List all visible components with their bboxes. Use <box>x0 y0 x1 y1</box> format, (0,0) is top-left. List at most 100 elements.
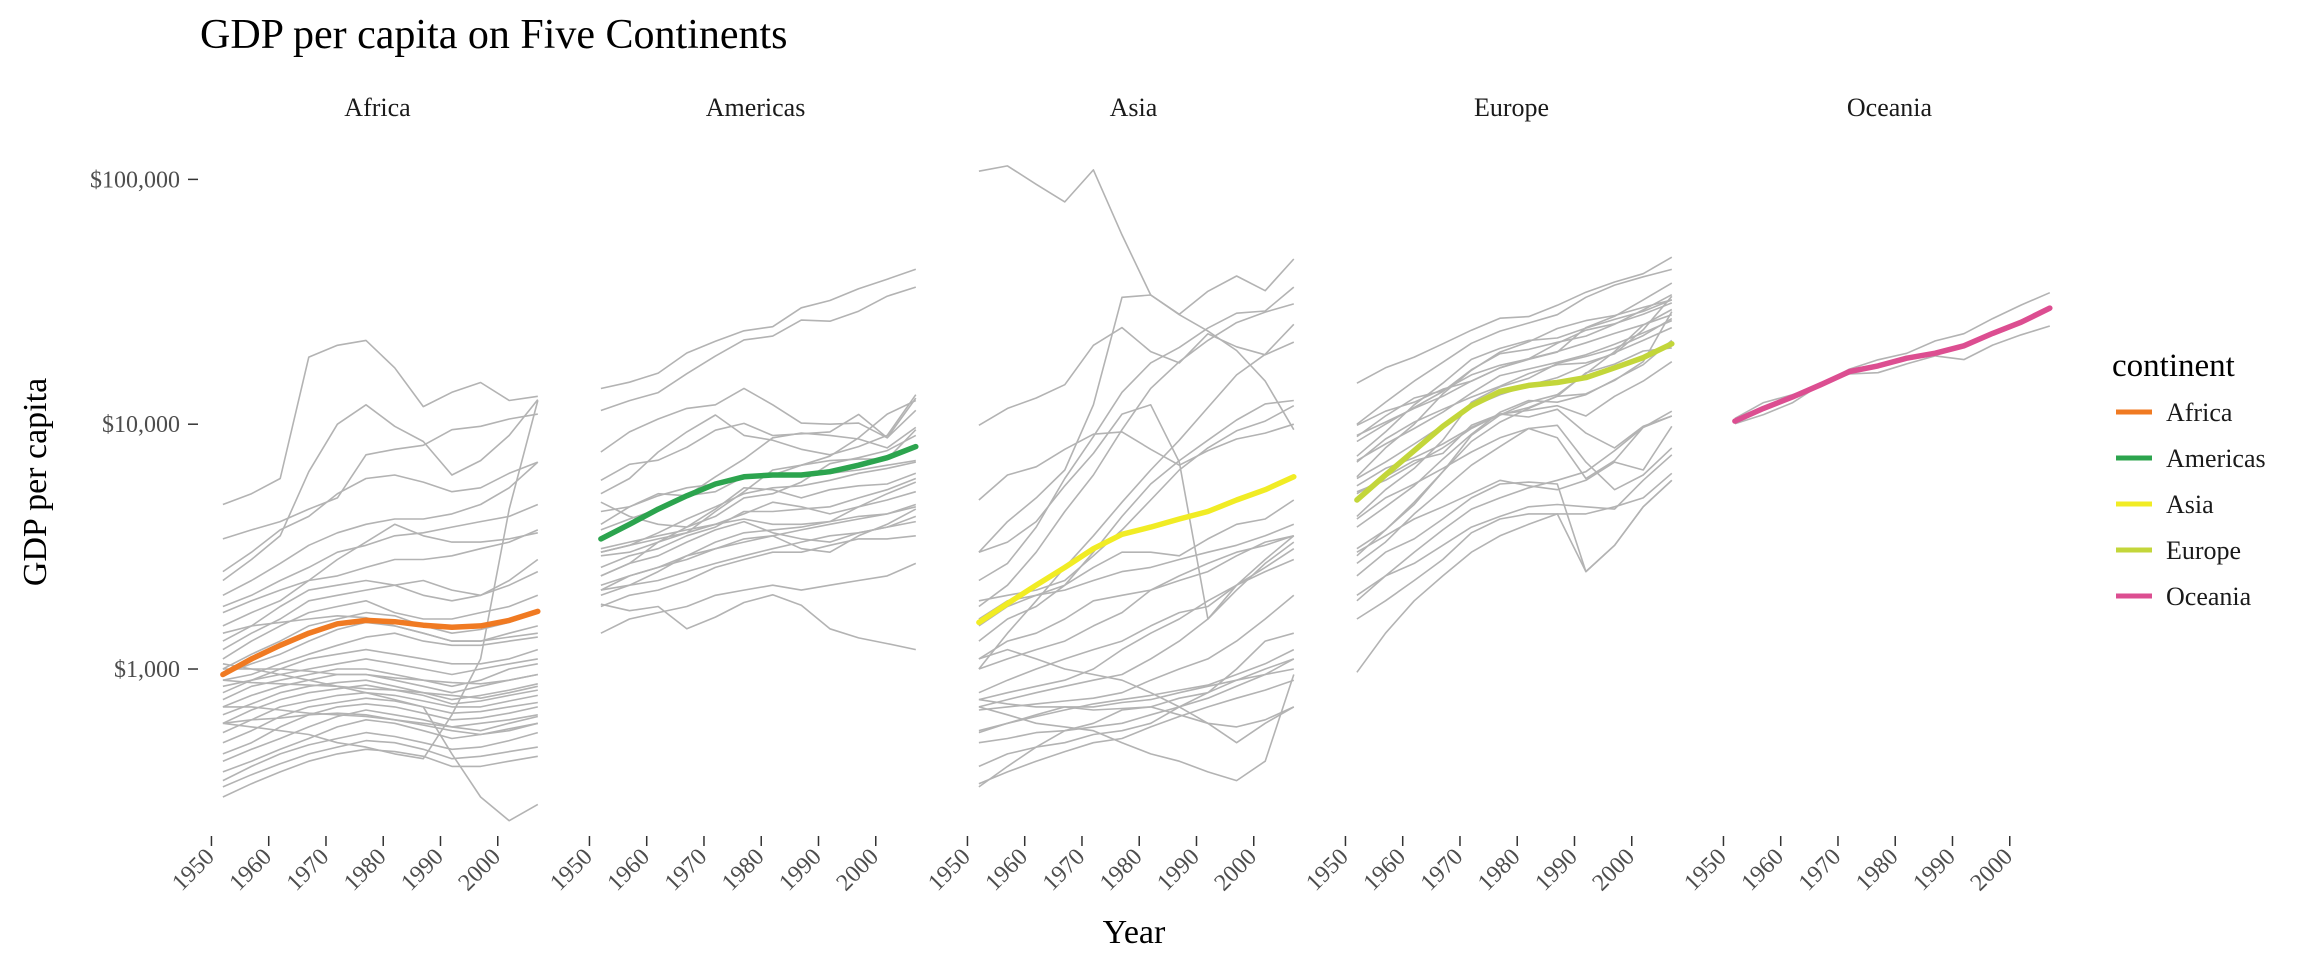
country-line <box>978 423 1295 501</box>
x-tick-label: 1950 <box>1679 844 1731 896</box>
x-axis-label: Year <box>1103 914 1166 951</box>
x-tick-label: 1980 <box>717 844 769 896</box>
x-tick-label: 2000 <box>454 844 506 896</box>
country-line <box>222 739 538 788</box>
facet-europe: Europe 1950 1960 1970 1980 1990 2000 <box>1301 93 1675 896</box>
country-line <box>1356 472 1673 620</box>
country-line <box>1356 313 1673 437</box>
country-line <box>1356 308 1673 487</box>
facet-africa: Africa 1950 1960 1970 1980 1990 2000 <box>167 93 541 896</box>
x-tick-label: 2000 <box>832 844 884 896</box>
facet-americas: Americas 1950 1960 1970 1980 1990 2000 <box>545 93 919 896</box>
country-line <box>1356 479 1673 577</box>
country-line <box>222 523 538 627</box>
country-line <box>600 535 916 608</box>
facet-strip-label: Oceania <box>1847 93 1933 122</box>
country-line <box>1356 256 1673 384</box>
x-tick-label: 1960 <box>1359 844 1411 896</box>
country-line <box>222 679 538 700</box>
country-line <box>222 648 539 688</box>
country-line <box>222 503 539 608</box>
country-line <box>1356 479 1673 673</box>
legend-label: Asia <box>2166 490 2214 519</box>
country-line <box>978 326 1295 426</box>
country-line <box>600 562 917 634</box>
country-line <box>222 709 538 762</box>
country-line <box>222 731 539 782</box>
x-tick-label: 1960 <box>981 844 1033 896</box>
legend-label: Europe <box>2166 536 2241 565</box>
country-line <box>222 658 538 694</box>
country-line <box>978 541 1295 708</box>
country-line <box>600 508 917 591</box>
x-tick-label: 1970 <box>1794 844 1846 896</box>
country-line <box>1356 302 1673 438</box>
facet-oceania: Oceania 1950 1960 1970 1980 1990 2000 <box>1679 93 2053 896</box>
x-tick-label: 1970 <box>1416 844 1468 896</box>
country-line <box>1356 408 1673 495</box>
x-tick-label: 1950 <box>545 844 597 896</box>
country-line <box>600 434 917 528</box>
country-line <box>1356 361 1673 493</box>
x-tick-label: 1980 <box>339 844 391 896</box>
legend-label: Oceania <box>2166 582 2252 611</box>
legend-label: Africa <box>2166 398 2233 427</box>
country-line <box>1734 325 2051 420</box>
country-line <box>978 323 1295 670</box>
trend-line-africa <box>220 608 541 678</box>
x-tick-label: 1970 <box>282 844 334 896</box>
country-line <box>222 684 538 725</box>
country-line <box>600 506 916 550</box>
country-line <box>978 294 1295 553</box>
x-tick-label: 1950 <box>1301 844 1353 896</box>
facet-strip-label: Africa <box>344 93 411 122</box>
x-tick-label: 1950 <box>923 844 975 896</box>
facet-asia: Asia 1950 1960 1970 1980 1990 2000 <box>923 93 1297 896</box>
x-tick-label: 2000 <box>1966 844 2018 896</box>
country-line <box>600 268 917 390</box>
country-line <box>1356 415 1673 602</box>
country-line <box>600 515 917 577</box>
country-line <box>222 339 538 506</box>
country-line <box>600 429 917 577</box>
x-tick-label: 1990 <box>1152 844 1204 896</box>
x-tick-label: 1990 <box>396 844 448 896</box>
facet-strip-label: Europe <box>1474 93 1549 122</box>
facet-strip-label: Americas <box>706 93 806 122</box>
country-line <box>600 387 917 453</box>
country-line <box>222 748 538 798</box>
country-line <box>978 632 1295 768</box>
y-axis-label: GDP per capita <box>17 378 54 586</box>
country-line <box>600 394 917 495</box>
chart-title: GDP per capita on Five Continents <box>200 12 788 58</box>
country-line <box>222 594 539 660</box>
country-line <box>978 674 1295 782</box>
country-line <box>1356 454 1673 596</box>
country-line <box>600 461 916 553</box>
x-tick-label: 1970 <box>1038 844 1090 896</box>
country-line <box>222 558 539 651</box>
country-line <box>978 558 1295 701</box>
x-tick-label: 1980 <box>1095 844 1147 896</box>
country-line <box>978 403 1295 620</box>
trend-line-asia <box>976 474 1297 626</box>
country-line <box>222 673 538 708</box>
country-line <box>978 648 1295 732</box>
country-line <box>978 535 1294 660</box>
country-line <box>222 399 539 582</box>
country-line <box>1356 319 1673 462</box>
country-line <box>978 535 1295 670</box>
country-line <box>600 477 917 569</box>
country-line <box>222 632 538 681</box>
country-line <box>1356 410 1673 565</box>
country-line <box>222 413 538 540</box>
x-tick-label: 1960 <box>1737 844 1789 896</box>
country-line <box>222 461 539 573</box>
x-tick-label: 1980 <box>1851 844 1903 896</box>
x-tick-label: 1990 <box>1908 844 1960 896</box>
x-tick-label: 2000 <box>1210 844 1262 896</box>
country-line <box>600 593 916 651</box>
x-tick-label: 1950 <box>167 844 219 896</box>
country-line <box>978 706 1295 788</box>
